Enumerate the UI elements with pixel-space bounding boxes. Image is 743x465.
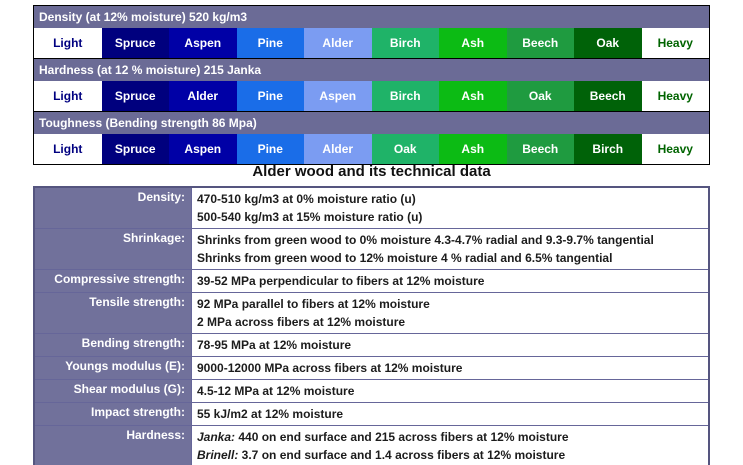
scale-cell-oak: Oak bbox=[574, 28, 642, 58]
row-label: Shear modulus (G): bbox=[33, 379, 192, 403]
row-value: 470-510 kg/m3 at 0% moisture ratio (u) 50… bbox=[191, 186, 710, 229]
scale-group-2: Toughness (Bending strength 86 Mpa) Light… bbox=[33, 111, 710, 165]
technical-data-table: Density: 470-510 kg/m3 at 0% moisture rat… bbox=[33, 186, 710, 465]
scale-cell-beech: Beech bbox=[506, 134, 574, 164]
scale-cell-heavy: Heavy bbox=[641, 81, 709, 111]
scale-cell-ash: Ash bbox=[439, 81, 507, 111]
table-row: Bending strength: 78-95 MPa at 12% moistu… bbox=[33, 333, 710, 357]
value-line: 39-52 MPa perpendicular to fibers at 12%… bbox=[197, 274, 485, 288]
value-line: 78-95 MPa at 12% moisture bbox=[197, 338, 352, 352]
row-label: Youngs modulus (E): bbox=[33, 356, 192, 380]
scale-cell-oak: Oak bbox=[506, 81, 574, 111]
value-line: Janka: 440 on end surface and 215 across… bbox=[197, 428, 702, 446]
row-label: Impact strength: bbox=[33, 402, 192, 426]
value-line-text: 440 on end surface and 215 across fibers… bbox=[235, 430, 569, 444]
table-row: Shrinkage: Shrinks from green wood to 0% … bbox=[33, 228, 710, 270]
scale-cell-birch: Birch bbox=[371, 28, 439, 58]
page-title: Alder wood and its technical data bbox=[252, 163, 491, 180]
row-value: 78-95 MPa at 12% moisture bbox=[191, 333, 710, 357]
scale-cell-light: Light bbox=[34, 134, 102, 164]
wood-comparison-scales: Density (at 12% moisture) 520 kg/m3 Light… bbox=[33, 5, 710, 165]
scale-cell-beech: Beech bbox=[506, 28, 574, 58]
value-line: Shrinks from green wood to 0% moisture 4… bbox=[197, 233, 654, 247]
value-line: 500-540 kg/m3 at 15% moisture ratio (u) bbox=[197, 210, 423, 224]
row-label: Density: bbox=[33, 186, 192, 229]
scale-cell-alder: Alder bbox=[304, 134, 372, 164]
scale-cell-pine: Pine bbox=[236, 81, 304, 111]
row-value: 9000-12000 MPa across fibers at 12% mois… bbox=[191, 356, 710, 380]
row-label: Hardness: bbox=[33, 425, 192, 465]
scale-header: Density (at 12% moisture) 520 kg/m3 bbox=[34, 6, 709, 28]
value-line: 4.5-12 MPa at 12% moisture bbox=[197, 384, 355, 398]
scale-cell-ash: Ash bbox=[439, 28, 507, 58]
row-value: 92 MPa parallel to fibers at 12% moistur… bbox=[191, 292, 710, 334]
table-row: Shear modulus (G): 4.5-12 MPa at 12% mois… bbox=[33, 379, 710, 403]
row-value: 4.5-12 MPa at 12% moisture bbox=[191, 379, 710, 403]
technical-data-table-body: Density: 470-510 kg/m3 at 0% moisture rat… bbox=[33, 186, 710, 465]
value-line: Shrinks from green wood to 12% moisture … bbox=[197, 251, 613, 265]
scale-cell-ash: Ash bbox=[439, 134, 507, 164]
row-value: Shrinks from green wood to 0% moisture 4… bbox=[191, 228, 710, 270]
scale-cell-spruce: Spruce bbox=[101, 134, 169, 164]
scale-row: Light Spruce Alder Pine Aspen Birch Ash Oak Beec… bbox=[34, 81, 709, 111]
row-label: Bending strength: bbox=[33, 333, 192, 357]
row-label: Shrinkage: bbox=[33, 228, 192, 270]
value-line: 9000-12000 MPa across fibers at 12% mois… bbox=[197, 361, 463, 375]
scale-cell-alder: Alder bbox=[169, 81, 237, 111]
scale-cell-aspen: Aspen bbox=[304, 81, 372, 111]
scale-cell-pine: Pine bbox=[236, 134, 304, 164]
scale-row: Light Spruce Aspen Pine Alder Birch Ash Beech Oa… bbox=[34, 28, 709, 58]
scale-cell-aspen: Aspen bbox=[169, 134, 237, 164]
table-row: Youngs modulus (E): 9000-12000 MPa across… bbox=[33, 356, 710, 380]
table-row: Compressive strength: 39-52 MPa perpendic… bbox=[33, 269, 710, 293]
scale-group-0: Density (at 12% moisture) 520 kg/m3 Light… bbox=[33, 5, 710, 59]
value-line: 55 kJ/m2 at 12% moisture bbox=[197, 407, 344, 421]
value-line: 2 MPa across fibers at 12% moisture bbox=[197, 315, 406, 329]
scale-cell-alder: Alder bbox=[304, 28, 372, 58]
scale-row: Light Spruce Aspen Pine Alder Oak Ash Beech Birc… bbox=[34, 134, 709, 164]
value-line-prefix: Brinell: bbox=[197, 448, 239, 462]
row-value: 55 kJ/m2 at 12% moisture bbox=[191, 402, 710, 426]
row-value: Janka: 440 on end surface and 215 across… bbox=[191, 425, 710, 465]
scale-cell-pine: Pine bbox=[236, 28, 304, 58]
scale-cell-spruce: Spruce bbox=[101, 28, 169, 58]
row-value: 39-52 MPa perpendicular to fibers at 12%… bbox=[191, 269, 710, 293]
scale-cell-beech: Beech bbox=[574, 81, 642, 111]
scale-cell-aspen: Aspen bbox=[169, 28, 237, 58]
row-label: Compressive strength: bbox=[33, 269, 192, 293]
scale-cell-heavy: Heavy bbox=[641, 134, 709, 164]
table-row: Impact strength: 55 kJ/m2 at 12% moisture bbox=[33, 402, 710, 426]
scale-header: Hardness (at 12 % moisture) 215 Janka bbox=[34, 59, 709, 81]
row-label: Tensile strength: bbox=[33, 292, 192, 334]
value-line: 92 MPa parallel to fibers at 12% moistur… bbox=[197, 297, 430, 311]
table-row: Tensile strength: 92 MPa parallel to fibe… bbox=[33, 292, 710, 334]
scale-cell-oak: Oak bbox=[371, 134, 439, 164]
scale-group-1: Hardness (at 12 % moisture) 215 Janka Lig… bbox=[33, 58, 710, 112]
scale-cell-spruce: Spruce bbox=[101, 81, 169, 111]
scale-cell-heavy: Heavy bbox=[641, 28, 709, 58]
table-row: Hardness: Janka: 440 on end surface and 2… bbox=[33, 425, 710, 465]
value-line: 470-510 kg/m3 at 0% moisture ratio (u) bbox=[197, 192, 416, 206]
scale-cell-light: Light bbox=[34, 81, 102, 111]
scale-header: Toughness (Bending strength 86 Mpa) bbox=[34, 112, 709, 134]
value-line-prefix: Janka: bbox=[197, 430, 236, 444]
value-line-text: 3.7 on end surface and 1.4 across fibers… bbox=[238, 448, 566, 462]
scale-cell-birch: Birch bbox=[371, 81, 439, 111]
value-line: Brinell: 3.7 on end surface and 1.4 acro… bbox=[197, 446, 702, 464]
table-row: Density: 470-510 kg/m3 at 0% moisture rat… bbox=[33, 186, 710, 229]
scale-cell-light: Light bbox=[34, 28, 102, 58]
scale-cell-birch: Birch bbox=[574, 134, 642, 164]
